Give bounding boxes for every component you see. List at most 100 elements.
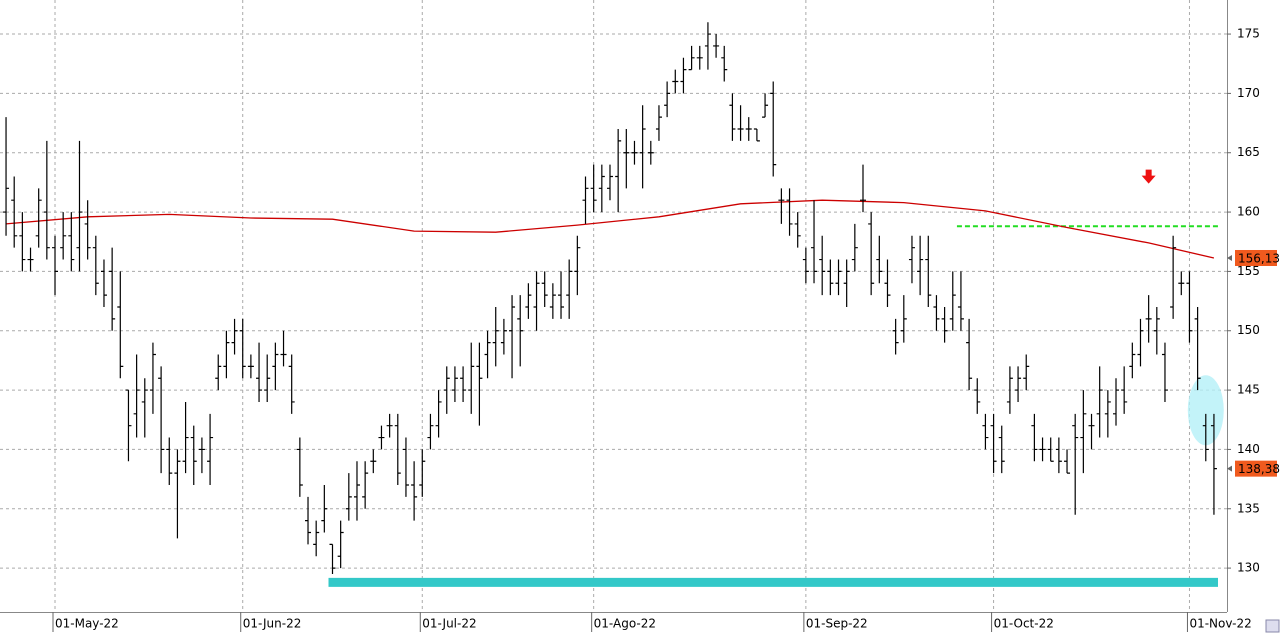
ohlc-bar bbox=[998, 425, 1005, 474]
ohlc-bar bbox=[982, 413, 989, 450]
y-tick-label: 170 bbox=[1237, 86, 1260, 100]
ohlc-bar bbox=[492, 307, 499, 367]
ohlc-bar bbox=[884, 259, 891, 308]
ohlc-bar bbox=[158, 366, 165, 474]
ohlc-bar bbox=[672, 69, 679, 94]
highlight-ellipse bbox=[1187, 375, 1224, 446]
price-pointer bbox=[1227, 465, 1232, 472]
ohlc-bar bbox=[843, 259, 850, 308]
ohlc-bar bbox=[623, 128, 630, 189]
ohlc-bar bbox=[182, 401, 189, 474]
ohlc-bar bbox=[468, 342, 475, 414]
price-label-box bbox=[1235, 249, 1277, 266]
ohlc-bar bbox=[704, 22, 711, 70]
ohlc-bar bbox=[313, 520, 320, 557]
ohlc-bar bbox=[655, 105, 662, 141]
ohlc-bar bbox=[1145, 295, 1152, 343]
ohlc-bar bbox=[3, 117, 10, 236]
ohlc-bar bbox=[753, 128, 760, 142]
ohlc-bar bbox=[223, 330, 230, 379]
price-label-box bbox=[1235, 460, 1277, 477]
ohlc-bar bbox=[966, 318, 973, 391]
ohlc-bar bbox=[1153, 307, 1160, 355]
ohlc-bar bbox=[566, 259, 573, 319]
ohlc-bar bbox=[1023, 354, 1030, 391]
x-tick-label: 01-Nov-22 bbox=[1189, 617, 1251, 631]
y-tick-label: 130 bbox=[1237, 561, 1260, 575]
ohlc-bar bbox=[1202, 413, 1209, 462]
ohlc-bar bbox=[1104, 390, 1111, 438]
ohlc-bar bbox=[615, 128, 622, 213]
price-pointer bbox=[1227, 254, 1232, 261]
ohlc-bar bbox=[533, 271, 540, 331]
ohlc-bar bbox=[239, 318, 246, 379]
x-tick-label: 01-Jun-22 bbox=[243, 617, 302, 631]
ohlc-bar bbox=[500, 318, 507, 355]
ohlc-bar bbox=[370, 449, 377, 474]
ohlc-bar bbox=[517, 295, 524, 367]
ohlc-bar bbox=[207, 413, 214, 486]
ohlc-bar bbox=[811, 200, 818, 284]
ohlc-bar bbox=[149, 342, 156, 414]
ohlc-bar bbox=[851, 223, 858, 272]
ohlc-bar bbox=[1096, 366, 1103, 438]
ohlc-bar bbox=[876, 235, 883, 284]
ohlc-bar bbox=[419, 449, 426, 497]
ohlc-bar bbox=[451, 366, 458, 402]
ohlc-bar bbox=[133, 354, 140, 438]
ohlc-bar bbox=[794, 212, 801, 248]
ohlc-bar bbox=[680, 57, 687, 94]
ohlc-bar bbox=[305, 496, 312, 545]
ohlc-bar bbox=[231, 318, 238, 355]
ohlc-bar bbox=[1129, 342, 1136, 379]
ohlc-bar bbox=[1186, 271, 1193, 343]
y-tick-label: 150 bbox=[1237, 323, 1260, 337]
ohlc-bar bbox=[460, 366, 467, 402]
price-label: 138,38 bbox=[1238, 462, 1280, 476]
ohlc-bar bbox=[378, 425, 385, 450]
ohlc-bar bbox=[280, 330, 287, 367]
ohlc-bar bbox=[941, 307, 948, 343]
ohlc-bar bbox=[68, 212, 75, 272]
ohlc-bar bbox=[337, 520, 344, 569]
ohlc-bar bbox=[549, 283, 556, 319]
ohlc-bar bbox=[484, 330, 491, 379]
x-tick-label: 01-Sep-22 bbox=[806, 617, 868, 631]
ohlc-bar bbox=[52, 235, 59, 296]
ohlc-bar bbox=[190, 425, 197, 486]
ohlc-bar bbox=[729, 93, 736, 141]
arrow-marker bbox=[1141, 169, 1156, 184]
ohlc-bar bbox=[35, 188, 42, 248]
ohlc-bar bbox=[868, 212, 875, 296]
ohlc-bar bbox=[525, 283, 532, 319]
ohlc-bar bbox=[353, 461, 360, 521]
ohlc-bar bbox=[574, 235, 581, 296]
ohlc-bar bbox=[802, 247, 809, 284]
ohlc-bar bbox=[598, 164, 605, 213]
y-tick-label: 145 bbox=[1237, 383, 1260, 397]
ohlc-bar bbox=[125, 389, 132, 462]
ohlc-bar bbox=[745, 117, 752, 141]
ohlc-bar bbox=[900, 295, 907, 343]
ohlc-bar bbox=[1055, 437, 1062, 474]
corner-icon bbox=[1265, 619, 1280, 633]
ohlc-bar bbox=[713, 34, 720, 58]
ohlc-bar bbox=[949, 271, 956, 331]
ohlc-bar bbox=[1031, 413, 1038, 462]
ohlc-bar bbox=[827, 259, 834, 296]
ohlc-bar bbox=[109, 247, 116, 331]
y-tick-label: 140 bbox=[1237, 442, 1260, 456]
price-label: 156,13 bbox=[1238, 251, 1280, 265]
ohlc-bar bbox=[558, 271, 565, 319]
ohlc-bar bbox=[174, 449, 181, 539]
ohlc-bar bbox=[76, 140, 83, 272]
ohlc-bar bbox=[1210, 413, 1217, 515]
y-tick-label: 160 bbox=[1237, 205, 1260, 219]
ohlc-bar bbox=[345, 473, 352, 521]
ohlc-bar bbox=[19, 212, 26, 272]
ohlc-bar bbox=[606, 164, 613, 201]
ohlc-bar bbox=[288, 354, 295, 414]
ohlc-bar bbox=[60, 212, 67, 260]
ohlc-bar bbox=[631, 140, 638, 165]
